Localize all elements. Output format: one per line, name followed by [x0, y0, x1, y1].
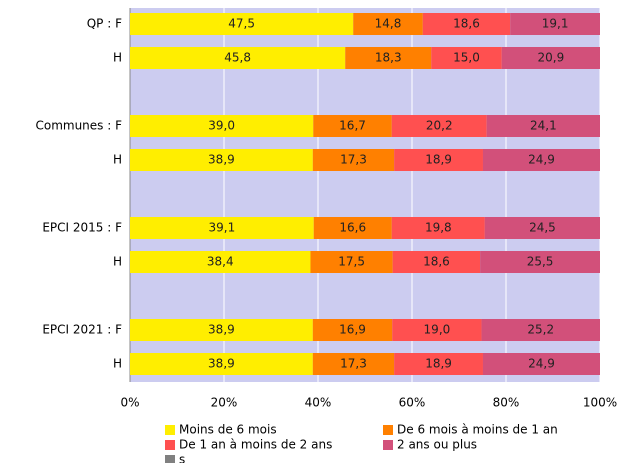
y-tick-label: Communes : F: [35, 119, 122, 133]
bar-segment: [130, 217, 314, 239]
y-tick-label: H: [113, 255, 122, 269]
y-tick-label: EPCI 2015 : F: [42, 221, 122, 235]
value-label: 20,9: [538, 51, 565, 65]
bar-segment: [480, 251, 600, 273]
value-label: 39,1: [209, 221, 236, 235]
bar-segment: [130, 13, 354, 35]
legend-label: 2 ans ou plus: [397, 438, 477, 452]
legend-label: Moins de 6 mois: [179, 423, 277, 437]
bar-segment: [313, 115, 392, 137]
value-label: 17,5: [338, 255, 365, 269]
y-tick-label: QP : F: [87, 17, 122, 31]
value-label: 39,0: [208, 119, 235, 133]
bar-segment: [130, 47, 346, 69]
value-label: 16,9: [339, 323, 366, 337]
y-tick-label: H: [113, 153, 122, 167]
bar-segment: [345, 47, 432, 69]
x-tick-label: 40%: [305, 396, 332, 410]
legend-swatch: [165, 455, 175, 463]
value-label: 19,8: [425, 221, 452, 235]
bar-segment: [130, 251, 311, 273]
value-label: 38,9: [208, 153, 235, 167]
value-label: 14,8: [375, 17, 402, 31]
bar-segment: [130, 115, 314, 137]
bar-segment: [392, 319, 482, 341]
bar-segment: [481, 319, 600, 341]
x-tick-label: 100%: [583, 396, 617, 410]
bar-segment: [130, 319, 313, 341]
bar-segment: [394, 149, 483, 171]
value-label: 18,6: [453, 17, 480, 31]
bar-segment: [313, 217, 392, 239]
bar-segment: [353, 13, 423, 35]
x-tick-label: 60%: [399, 396, 426, 410]
y-tick-label: EPCI 2021 : F: [42, 323, 122, 337]
bar-segment: [482, 149, 600, 171]
value-label: 47,5: [228, 17, 255, 31]
legend-swatch: [383, 440, 393, 450]
value-label: 18,9: [425, 357, 452, 371]
bar-segment: [482, 353, 600, 375]
bar-segment: [510, 13, 600, 35]
value-label: 20,2: [426, 119, 453, 133]
value-label: 45,8: [224, 51, 251, 65]
value-label: 19,1: [542, 17, 569, 31]
bar-segment: [310, 251, 393, 273]
y-tick-label: H: [113, 357, 122, 371]
bar-segment: [130, 149, 313, 171]
legend-label: De 1 an à moins de 2 ans: [179, 438, 332, 452]
x-tick-label: 80%: [493, 396, 520, 410]
value-label: 38,9: [208, 323, 235, 337]
legend-label: De 6 mois à moins de 1 an: [397, 423, 558, 437]
legend-swatch: [383, 425, 393, 435]
bar-segment: [484, 217, 600, 239]
value-label: 18,3: [375, 51, 402, 65]
value-label: 17,3: [340, 357, 367, 371]
value-label: 15,0: [453, 51, 480, 65]
bar-segment: [431, 47, 502, 69]
value-label: 16,7: [339, 119, 366, 133]
bar-segment: [392, 251, 481, 273]
value-label: 18,9: [425, 153, 452, 167]
bar-segment: [391, 115, 487, 137]
bar-segment: [394, 353, 483, 375]
bar-segment: [422, 13, 511, 35]
value-label: 38,9: [208, 357, 235, 371]
x-tick-label: 20%: [211, 396, 238, 410]
value-label: 25,2: [527, 323, 554, 337]
value-label: 24,5: [529, 221, 556, 235]
y-tick-label: H: [113, 51, 122, 65]
bar-segment: [312, 319, 393, 341]
legend-swatch: [165, 440, 175, 450]
value-label: 25,5: [527, 255, 554, 269]
bar-segment: [486, 115, 600, 137]
value-label: 24,9: [528, 357, 555, 371]
legend-label: s: [179, 453, 185, 463]
legend-swatch: [165, 425, 175, 435]
value-label: 17,3: [340, 153, 367, 167]
bar-segment: [391, 217, 485, 239]
value-label: 16,6: [339, 221, 366, 235]
value-label: 38,4: [207, 255, 234, 269]
value-label: 18,6: [423, 255, 450, 269]
x-tick-label: 0%: [120, 396, 139, 410]
bar-segment: [130, 353, 313, 375]
bar-segment: [312, 149, 395, 171]
value-label: 24,9: [528, 153, 555, 167]
bar-segment: [501, 47, 600, 69]
bar-segment: [312, 353, 395, 375]
value-label: 24,1: [530, 119, 557, 133]
value-label: 19,0: [424, 323, 451, 337]
